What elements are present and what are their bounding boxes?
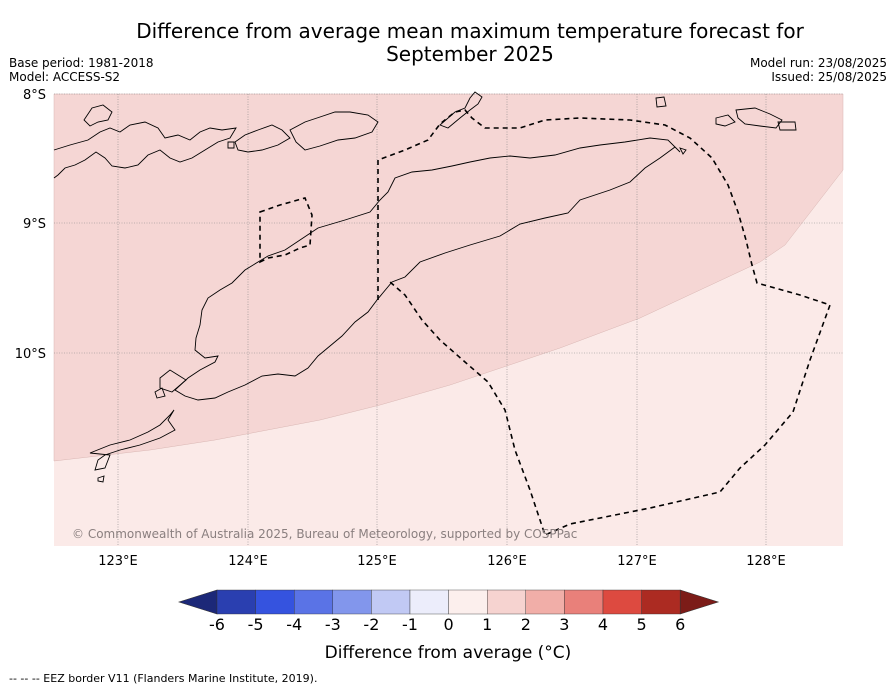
colorbar-segment <box>371 589 411 615</box>
eez-border-oecusse <box>259 197 313 264</box>
colorbar-tick-label: -5 <box>248 615 264 634</box>
colorbar-segment <box>564 589 604 615</box>
lon-label-124e: 124°E <box>228 554 268 569</box>
colorbar-tick-label: 3 <box>559 615 569 634</box>
coastline-rote <box>159 369 187 393</box>
coastline-wetar <box>439 91 483 129</box>
base-period-text: Base period: 1981-2018 <box>9 56 154 70</box>
eez-border-main <box>377 109 832 537</box>
lon-label-127e: 127°E <box>617 554 657 569</box>
colorbar-segment <box>294 589 334 615</box>
lat-label-9s: 9°S <box>23 217 46 232</box>
map-title: Difference from average mean maximum tem… <box>136 19 804 66</box>
colorbar-arrow-left <box>178 589 218 615</box>
colorbar-tick-label: -1 <box>402 615 418 634</box>
header-right: Model run: 23/08/2025 Issued: 25/08/2025 <box>750 56 887 84</box>
coastline-rote-2 <box>154 387 166 399</box>
model-run-text: Model run: 23/08/2025 <box>749 56 887 70</box>
issued-text: Issued: 25/08/2025 <box>771 70 887 84</box>
copyright-text: © Commonwealth of Australia 2025, Bureau… <box>72 527 577 541</box>
colorbar-segment <box>216 589 256 615</box>
coastline-alor <box>289 111 379 151</box>
lon-label-128e: 128°E <box>746 554 786 569</box>
colorbar-tick-label: 2 <box>521 615 531 634</box>
colorbar-segment <box>641 589 681 615</box>
region-1-to-2 <box>53 93 844 462</box>
colorbar-tick-label: -4 <box>286 615 302 634</box>
coastline-small-1 <box>97 475 105 483</box>
colorbar-segment <box>409 589 449 615</box>
eez-borders <box>259 109 832 537</box>
coastline-sawu <box>89 409 176 471</box>
coastline-flores <box>53 121 237 179</box>
coastline-islands-east-3 <box>735 107 783 129</box>
coastline-timor <box>174 137 681 401</box>
lat-label-8s: 8°S <box>23 88 46 103</box>
colorbar-tick-label: 0 <box>444 615 454 634</box>
lon-labels: 123°E 124°E 125°E 126°E 127°E 128°E <box>98 554 786 569</box>
colorbar-segment <box>602 589 642 615</box>
colorbar-tick-label: 4 <box>598 615 608 634</box>
colorbar-segment <box>525 589 565 615</box>
lat-label-10s: 10°S <box>15 347 46 362</box>
coastline-small-2 <box>227 141 235 149</box>
lon-label-125e: 125°E <box>357 554 397 569</box>
lon-label-123e: 123°E <box>98 554 138 569</box>
colorbar-label: Difference from average (°C) <box>324 643 572 663</box>
colorbar-tick-label: 5 <box>637 615 647 634</box>
graticule <box>54 93 843 546</box>
colorbar-arrow-right <box>679 589 720 615</box>
colorbar-tick-label: -2 <box>363 615 379 634</box>
coastline-islands-north-2 <box>234 124 291 153</box>
coastline-islands-east-4 <box>777 121 797 131</box>
colorbar-segment <box>448 589 488 615</box>
colorbar-ticks: -6 -5 -4 -3 -2 -1 0 1 2 3 4 5 6 <box>209 615 685 634</box>
coastline-islands-east-1 <box>655 96 667 108</box>
coastline-islands-east-2 <box>715 114 736 127</box>
colorbar-segment <box>255 589 295 615</box>
colorbar-tick-label: -3 <box>325 615 341 634</box>
eez-footnote: -- -- -- EEZ border V11 (Flanders Marine… <box>9 672 318 685</box>
colorbar-tick-label: 1 <box>482 615 492 634</box>
lat-labels: 8°S 9°S 10°S <box>15 88 46 362</box>
model-text: Model: ACCESS-S2 <box>9 70 121 84</box>
colorbar <box>178 589 720 615</box>
coastline-islands-north-1 <box>83 104 113 127</box>
colorbar-tick-label: 6 <box>675 615 685 634</box>
colorbar-segment <box>487 589 527 615</box>
colorbar-tick-label: -6 <box>209 615 225 634</box>
coastline-small-3 <box>679 147 687 155</box>
coastlines <box>53 91 797 483</box>
lon-label-126e: 126°E <box>487 554 527 569</box>
header-left: Base period: 1981-2018 Model: ACCESS-S2 <box>9 56 154 84</box>
colorbar-segment <box>332 589 372 615</box>
